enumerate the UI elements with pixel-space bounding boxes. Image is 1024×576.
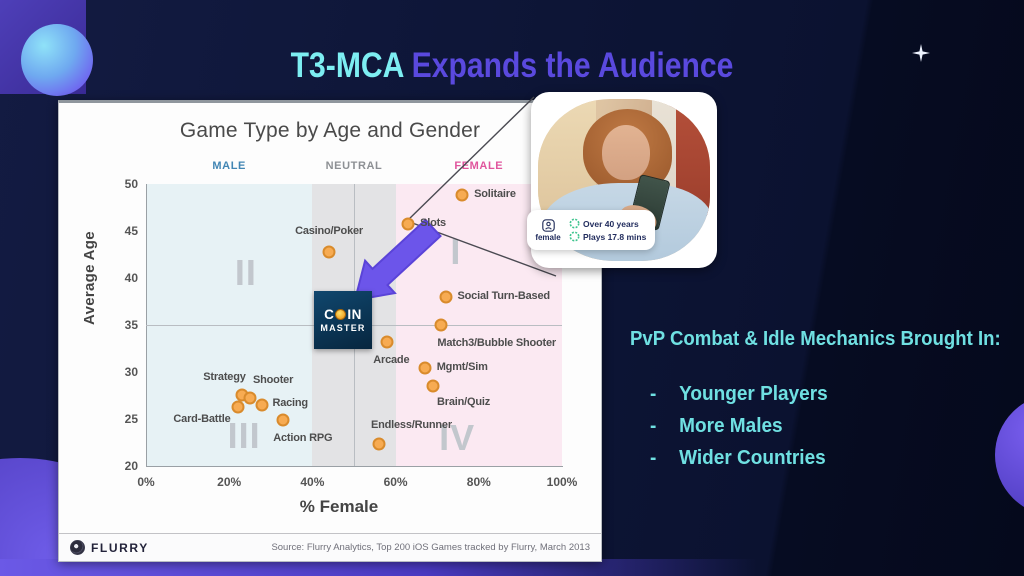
- data-point-label: Shooter: [253, 373, 294, 386]
- commentary-bullets: - Younger Players - More Males - Wider C…: [630, 383, 1014, 470]
- data-point-dot: [372, 437, 386, 451]
- y-tick-40: 40: [124, 270, 138, 285]
- coin-master-logo: C IN MASTER: [314, 291, 372, 349]
- bullet-item: - More Males: [650, 415, 996, 438]
- y-tick-30: 30: [124, 365, 138, 380]
- stat-row-playtime: Plays 17.8 mins: [569, 231, 646, 242]
- commentary-panel: PvP Combat & Idle Mechanics Brought In: …: [630, 328, 1014, 470]
- coin-icon: [335, 309, 347, 320]
- gradient-ball-decoration: [21, 24, 93, 96]
- data-point-label: Strategy: [203, 370, 246, 383]
- data-point-label: Casino/Poker: [295, 224, 363, 237]
- x-tick-60: 60%: [383, 475, 408, 490]
- data-point-label: Match3/Bubble Shooter: [437, 337, 557, 349]
- data-point-dot: [276, 413, 290, 427]
- bullet-dash: -: [650, 447, 657, 469]
- data-point-dot: [418, 361, 432, 375]
- data-point-label: Card-Battle: [173, 412, 231, 425]
- data-point-dot: [231, 400, 245, 414]
- photo-face: [601, 124, 650, 180]
- bullet-text: Younger Players: [679, 383, 828, 405]
- x-tick-80: 80%: [466, 475, 491, 490]
- data-point-label: Slots: [420, 217, 446, 230]
- x-tick-40: 40%: [300, 475, 325, 490]
- band-label-neutral: NEUTRAL: [325, 160, 383, 172]
- x-tick-0: 0%: [137, 475, 155, 490]
- data-point-dot: [322, 245, 336, 259]
- data-point-label: Action RPG: [273, 432, 333, 445]
- flurry-brand-name: FLURRY: [91, 540, 149, 555]
- commentary-heading: PvP Combat & Idle Mechanics Brought In:: [630, 328, 1001, 350]
- stats-rows: Over 40 years Plays 17.8 mins: [569, 218, 646, 242]
- persona-card: female Over 40 years Plays 17.8 mins: [527, 92, 717, 268]
- bullet-item: - Wider Countries: [650, 447, 996, 470]
- chart-footer: FLURRY Source: Flurry Analytics, Top 200…: [59, 533, 601, 561]
- playtime-stat-icon: [569, 231, 580, 242]
- data-point-dot: [255, 398, 269, 412]
- data-point-dot: [439, 290, 453, 304]
- bullet-dash: -: [650, 383, 657, 405]
- x-axis-label: % Female: [299, 497, 379, 516]
- coin-master-in: IN: [347, 307, 362, 322]
- data-point-label: Endless/Runner: [370, 418, 452, 431]
- y-tick-20: 20: [124, 459, 138, 474]
- age-stat-text: Over 40 years: [583, 218, 639, 229]
- page-title: T3-MCA Expands the Audience: [72, 46, 953, 86]
- quadrant-label-i: I: [450, 230, 462, 272]
- data-point-dot: [455, 188, 469, 202]
- data-point-label: Solitaire: [474, 188, 516, 200]
- data-point-label: Mgmt/Sim: [436, 361, 488, 374]
- gender-label: female: [535, 232, 561, 242]
- coin-master-c: C: [324, 307, 335, 322]
- band-label-female: FEMALE: [454, 160, 504, 172]
- chart-panel: Game Type by Age and Gender MALE NEUTRAL F…: [58, 100, 602, 562]
- bullet-text: More Males: [679, 415, 783, 437]
- y-axis-label: Average Age: [81, 231, 98, 325]
- stat-row-age: Over 40 years: [569, 218, 646, 229]
- flurry-logo: FLURRY: [70, 540, 149, 555]
- title-highlight: T3-MCA: [290, 46, 404, 85]
- gender-block: female: [532, 218, 564, 242]
- band-label-male: MALE: [212, 160, 246, 172]
- title-rest: Expands the Audience: [403, 46, 734, 85]
- data-point-label: Arcade: [373, 353, 410, 366]
- bullet-dash: -: [650, 415, 657, 437]
- data-point-dot: [401, 217, 415, 231]
- quadrant-label-iv: IV: [439, 417, 476, 459]
- quadrant-label-ii: II: [234, 252, 257, 294]
- y-tick-25: 25: [124, 412, 138, 427]
- data-point-label: Brain/Quiz: [437, 396, 491, 409]
- data-point-label: Racing: [272, 397, 308, 410]
- coin-master-word: C IN: [324, 307, 362, 322]
- chart-title: Game Type by Age and Gender: [179, 119, 481, 142]
- coin-master-master: MASTER: [320, 323, 366, 333]
- y-tick-50: 50: [124, 176, 138, 191]
- bullet-text: Wider Countries: [679, 447, 826, 469]
- persona-stats-pill: female Over 40 years Plays 17.8 mins: [527, 210, 655, 250]
- playtime-stat-text: Plays 17.8 mins: [583, 231, 647, 242]
- bullet-item: - Younger Players: [650, 383, 996, 406]
- y-tick-35: 35: [124, 318, 138, 332]
- x-tick-100: 100%: [546, 475, 578, 490]
- data-point-dot: [243, 391, 257, 405]
- sparkle-icon: [912, 44, 930, 62]
- person-icon: [541, 218, 555, 232]
- age-stat-icon: [569, 218, 580, 229]
- flurry-icon: [70, 540, 85, 555]
- y-tick-45: 45: [124, 223, 138, 238]
- quadrant-label-iii: III: [227, 415, 261, 457]
- data-point-dot: [426, 379, 440, 393]
- bottom-gradient-strip: [0, 559, 772, 576]
- x-tick-20: 20%: [217, 475, 242, 490]
- chart-source-text: Source: Flurry Analytics, Top 200 iOS Ga…: [271, 542, 590, 553]
- data-point-dot: [434, 318, 448, 332]
- data-point-dot: [380, 335, 394, 349]
- data-point-label: Social Turn-Based: [457, 289, 551, 302]
